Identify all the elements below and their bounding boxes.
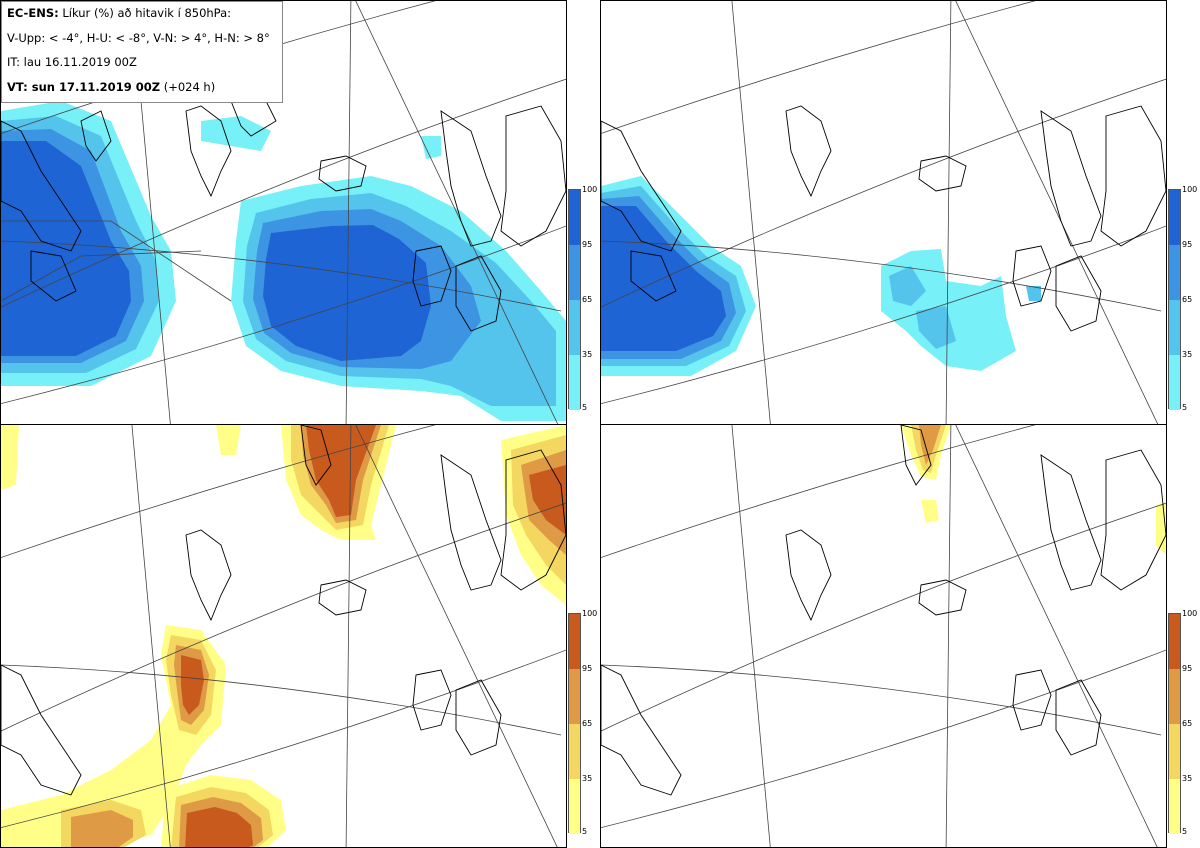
legend-tick: 65 — [1182, 295, 1193, 304]
graticule — [601, 1, 1166, 424]
info-description: Líkur (%) að hitavik í 850hPa: — [58, 6, 232, 20]
panel-top-right — [600, 0, 1167, 425]
warm-probability-shading — [901, 425, 1166, 555]
legend-top-left: 100 95 65 35 5 — [568, 185, 598, 412]
legend-top-right: 100 95 65 35 5 — [1168, 185, 1198, 412]
legend-tick: 65 — [582, 719, 593, 728]
info-lead-time: (+024 h) — [160, 79, 216, 94]
map-top-right — [601, 1, 1166, 424]
coastlines — [601, 425, 1166, 796]
legend-tick: 100 — [582, 609, 598, 618]
legend-tick: 5 — [1182, 827, 1188, 836]
legend-tick: 95 — [1182, 240, 1193, 249]
panel-top-left: EC-ENS: Líkur (%) að hitavik í 850hPa: V… — [0, 0, 567, 425]
legend-tick: 65 — [1182, 719, 1193, 728]
legend-tick: 100 — [1182, 609, 1198, 618]
map-top-left — [1, 1, 566, 424]
legend-tick: 35 — [1182, 774, 1193, 783]
legend-tick: 100 — [1182, 185, 1198, 194]
legend-tick: 35 — [582, 350, 593, 359]
legend-tick: 35 — [582, 774, 593, 783]
info-valid-time: VT: sun 17.11.2019 00Z — [7, 79, 161, 94]
legend-tick: 95 — [582, 240, 593, 249]
graticule — [1, 1, 566, 424]
map-bottom-right — [601, 425, 1166, 847]
coastlines — [1, 425, 566, 796]
info-thresholds: V-Upp: < -4°, H-U: < -8°, V-N: > 4°, H-N… — [7, 30, 270, 45]
cold-probability-shading — [1, 101, 566, 421]
graticule — [1, 425, 566, 847]
graticule — [601, 425, 1166, 847]
legend-tick: 100 — [582, 185, 598, 194]
coastlines — [601, 105, 1166, 332]
warm-probability-shading — [1, 425, 566, 847]
map-bottom-left — [1, 425, 566, 847]
legend-bottom-left: 100 95 65 35 5 — [568, 609, 598, 836]
cold-probability-shading — [601, 176, 1041, 376]
legend-tick: 95 — [1182, 664, 1193, 673]
legend-tick: 5 — [1182, 403, 1188, 412]
panel-bottom-left — [0, 424, 567, 848]
legend-tick: 5 — [582, 403, 588, 412]
coastlines — [1, 90, 566, 332]
info-box: EC-ENS: Líkur (%) að hitavik í 850hPa: V… — [1, 1, 283, 103]
panel-bottom-right — [600, 424, 1167, 848]
info-initial-time: IT: lau 16.11.2019 00Z — [7, 55, 137, 69]
legend-bottom-right: 100 95 65 35 5 — [1168, 609, 1198, 836]
legend-tick: 95 — [582, 664, 593, 673]
info-model: EC-ENS: — [7, 6, 59, 20]
legend-tick: 5 — [582, 827, 588, 836]
legend-tick: 35 — [1182, 350, 1193, 359]
legend-tick: 65 — [582, 295, 593, 304]
